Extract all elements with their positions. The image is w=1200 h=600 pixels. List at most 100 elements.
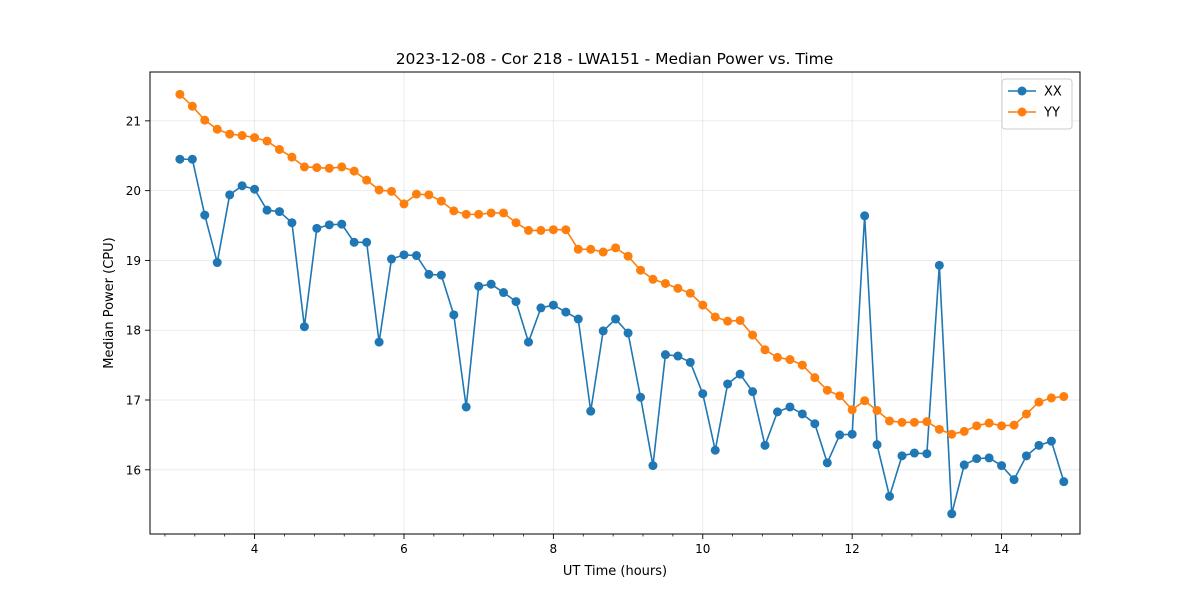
y-tick-label: 21 bbox=[126, 114, 141, 128]
series-yy-point bbox=[200, 115, 210, 125]
series-yy-point bbox=[274, 144, 284, 154]
series-xx-point bbox=[424, 269, 434, 279]
series-xx-point bbox=[636, 392, 646, 402]
series-yy-point bbox=[461, 209, 471, 219]
x-tick-label: 12 bbox=[845, 542, 860, 556]
series-yy-point bbox=[262, 136, 272, 146]
series-yy-point bbox=[1059, 392, 1069, 402]
y-tick-label: 17 bbox=[126, 394, 141, 408]
series-xx-point bbox=[262, 205, 272, 215]
series-yy-point bbox=[212, 124, 222, 134]
series-xx-point bbox=[536, 303, 546, 313]
series-yy-point bbox=[548, 225, 558, 235]
series-xx-point bbox=[349, 237, 359, 247]
series-xx-point bbox=[984, 453, 994, 463]
series-yy-point bbox=[586, 244, 596, 254]
series-yy-point bbox=[872, 405, 882, 415]
series-xx-point bbox=[897, 451, 907, 461]
series-xx-point bbox=[486, 279, 496, 289]
series-xx bbox=[175, 154, 1069, 519]
plot-frame bbox=[149, 71, 1081, 535]
series-yy-point bbox=[374, 185, 384, 195]
series-yy-point bbox=[909, 417, 919, 427]
x-axis: 4 6 8 10 12 14 bbox=[164, 534, 1062, 556]
series-xx-point bbox=[324, 220, 334, 230]
series-xx-point bbox=[449, 310, 459, 320]
series-yy-point bbox=[399, 199, 409, 209]
series-xx-point bbox=[586, 406, 596, 416]
series-yy-point bbox=[835, 391, 845, 401]
series-yy-point bbox=[287, 152, 297, 162]
series-yy-point bbox=[760, 345, 770, 355]
series-xx-point bbox=[212, 258, 222, 268]
series-xx-point bbox=[1009, 475, 1019, 485]
series-xx-point bbox=[225, 190, 235, 200]
series-yy-point bbox=[1046, 393, 1056, 403]
y-axis: 16 17 18 19 20 21 bbox=[126, 114, 150, 477]
series-xx-point bbox=[250, 184, 260, 194]
series-xx-point bbox=[735, 369, 745, 379]
series-yy-point bbox=[486, 208, 496, 218]
series-yy-point bbox=[611, 243, 621, 253]
legend: XX YY bbox=[1001, 78, 1073, 130]
series-xx-point bbox=[511, 297, 521, 307]
x-tick-label: 10 bbox=[695, 542, 710, 556]
series-yy-point bbox=[362, 175, 372, 185]
series-yy-point bbox=[710, 312, 720, 322]
series-xx-point bbox=[362, 237, 372, 247]
series-yy-point bbox=[735, 315, 745, 325]
series-yy-point bbox=[810, 373, 820, 383]
series-xx-point bbox=[934, 260, 944, 270]
series-yy-point bbox=[997, 421, 1007, 431]
series-yy-point bbox=[785, 355, 795, 365]
series-xx-point bbox=[885, 491, 895, 501]
series-xx-point bbox=[1059, 477, 1069, 487]
series-xx-point bbox=[847, 429, 857, 439]
series-yy-point bbox=[698, 300, 708, 310]
series-xx-point bbox=[748, 387, 758, 397]
series-xx-point bbox=[723, 379, 733, 389]
series-yy-point bbox=[411, 189, 421, 199]
series-xx-point bbox=[374, 337, 384, 347]
series-yy-point bbox=[511, 218, 521, 228]
series-yy-point bbox=[922, 417, 932, 427]
series-yy-point bbox=[772, 352, 782, 362]
series-yy-point bbox=[536, 225, 546, 235]
series-yy-point bbox=[636, 265, 646, 275]
y-tick-label: 18 bbox=[126, 324, 141, 338]
legend-yy-marker bbox=[1017, 107, 1027, 117]
series-xx-point bbox=[673, 351, 683, 361]
series-xx-point bbox=[399, 250, 409, 260]
series-xx-point bbox=[909, 448, 919, 458]
y-tick-label: 16 bbox=[126, 463, 141, 477]
series-yy-point bbox=[312, 163, 322, 173]
series-xx-point bbox=[685, 357, 695, 367]
series-xx-point bbox=[947, 509, 957, 519]
series-yy-point bbox=[1034, 397, 1044, 407]
series-yy bbox=[175, 89, 1069, 439]
series-xx-point bbox=[772, 407, 782, 417]
series-yy-point bbox=[723, 316, 733, 326]
series-yy-point bbox=[897, 417, 907, 427]
series-xx-point bbox=[623, 328, 633, 338]
series-xx-point bbox=[499, 288, 509, 298]
series-yy-point bbox=[337, 162, 347, 172]
series-yy-point bbox=[187, 101, 197, 111]
series-xx-point bbox=[523, 337, 533, 347]
series-xx-point bbox=[872, 440, 882, 450]
series-xx-point bbox=[175, 154, 185, 164]
series-yy-point bbox=[947, 429, 957, 439]
series-yy-point bbox=[175, 89, 185, 99]
series-yy-point bbox=[860, 396, 870, 406]
series-yy-point bbox=[449, 206, 459, 216]
series-yy-point bbox=[387, 186, 397, 196]
series-yy-point bbox=[324, 163, 334, 173]
legend-xx-label: XX bbox=[1044, 85, 1062, 100]
series-xx-point bbox=[860, 211, 870, 221]
series-xx-point bbox=[959, 460, 969, 470]
series-yy-point bbox=[349, 166, 359, 176]
series-xx-point bbox=[299, 322, 309, 332]
series-yy-point bbox=[573, 244, 583, 254]
series-yy-point bbox=[299, 162, 309, 172]
